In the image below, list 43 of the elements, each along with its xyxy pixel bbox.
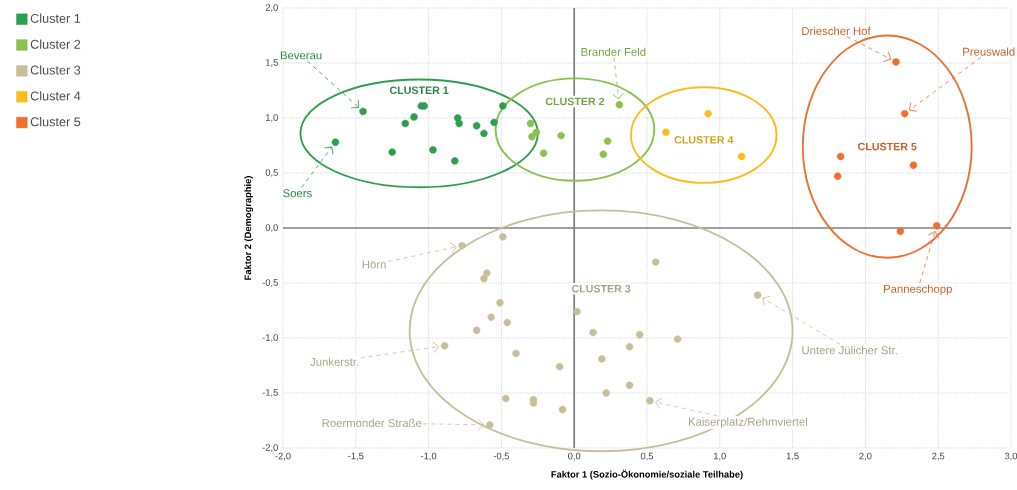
x-tick-label: 1,5 (786, 452, 799, 461)
legend-label: Cluster 3 (30, 65, 81, 75)
annotation: Driescher Hof (802, 26, 871, 36)
x-tick-label: -0,5 (493, 452, 510, 461)
legend-label: Cluster 1 (30, 13, 81, 23)
x-tick-label: -2,0 (275, 452, 291, 461)
x-axis-title: Faktor 1 (Sozio-Ökonomie/soziale Teilhabe) (551, 469, 743, 480)
y-tick-label: 0,0 (265, 224, 278, 232)
annotation: CLUSTER 2 (545, 97, 605, 106)
legend-label: Cluster 4 (30, 91, 81, 101)
y-tick-label: -1,5 (262, 389, 278, 397)
legend-label: Cluster 2 (30, 39, 81, 49)
y-tick-label: -2,0 (262, 444, 278, 452)
annotation: Soers (283, 189, 312, 198)
annotation: Roermonder Straße (322, 418, 422, 428)
x-tick-label: 2,0 (859, 452, 872, 461)
x-tick-label: -1,5 (348, 452, 364, 461)
annotation: Hörn (362, 260, 386, 269)
annotation: CLUSTER 5 (858, 142, 917, 151)
annotation: CLUSTER 1 (389, 86, 449, 95)
x-tick-label: 3,0 (1004, 452, 1017, 461)
annotation: Brander Feld (581, 47, 646, 56)
x-tick-label: -1,0 (420, 452, 437, 461)
y-tick-label: -1,0 (262, 334, 278, 342)
annotation: Panneschopp (884, 284, 952, 296)
y-tick-label: -0,5 (262, 279, 278, 287)
annotation: Beverau (280, 51, 322, 60)
y-axis-title: Faktor 2 (Demographie) (244, 176, 254, 280)
x-tick-label: 0,0 (568, 452, 581, 461)
annotation: Preuswald (963, 47, 1015, 56)
annotation: CLUSTER 4 (674, 136, 734, 144)
y-tick-label: 1,0 (266, 114, 278, 122)
annotation: CLUSTER 3 (571, 284, 631, 293)
y-tick-label: 1,5 (266, 59, 278, 67)
x-tick-label: 0,5 (640, 452, 654, 461)
annotation: Junkerstr. (310, 357, 359, 366)
annotation: Untere Jülicher Str. (802, 345, 897, 355)
legend-label: Cluster 5 (30, 116, 81, 127)
x-tick-label: 2,5 (932, 452, 945, 461)
y-tick-label: 2,0 (265, 4, 278, 12)
annotation: Kaiserplatz/Rehmviertel (688, 417, 807, 428)
x-tick-label: 1,0 (714, 452, 726, 461)
y-tick-label: 0,5 (265, 169, 278, 177)
